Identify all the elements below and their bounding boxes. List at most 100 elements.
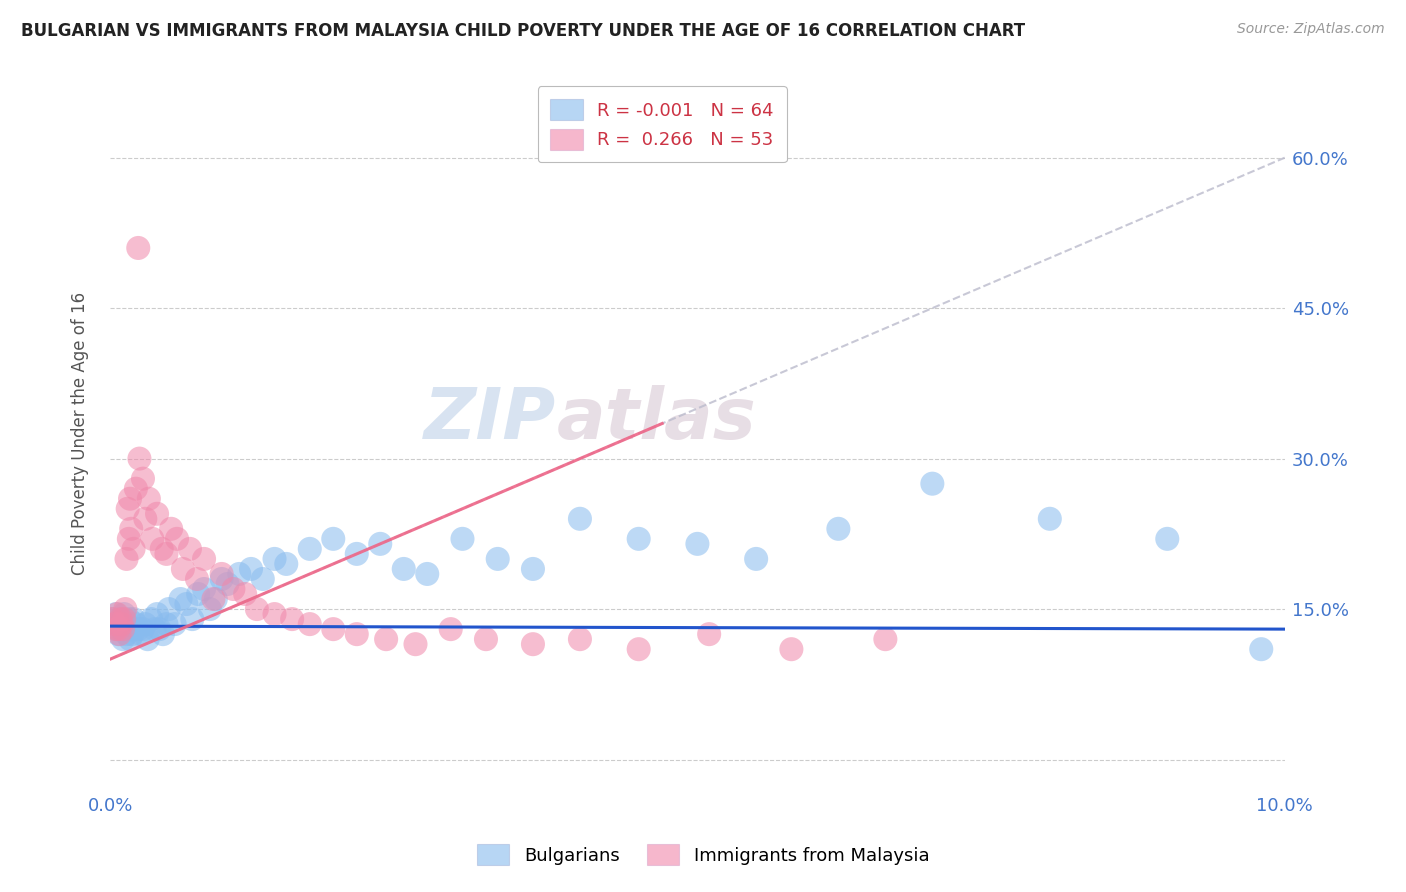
Point [125,617,148,632]
Point [298,541,321,556]
Point [181,612,204,626]
Point [827,522,849,536]
Point [1250,642,1272,657]
Point [486,552,509,566]
Point [405,637,427,651]
Point [117,622,139,636]
Point [346,547,368,561]
Text: Source: ZipAtlas.com: Source: ZipAtlas.com [1237,22,1385,37]
Point [121,627,143,641]
Point [125,482,148,496]
Point [211,572,233,586]
Point [451,532,474,546]
Point [186,572,208,586]
Point [118,612,141,626]
Point [127,241,149,255]
Point [875,632,897,647]
Point [127,622,149,636]
Point [193,582,215,596]
Point [176,597,198,611]
Point [146,607,169,621]
Point [1156,532,1178,546]
Legend: Bulgarians, Immigrants from Malaysia: Bulgarians, Immigrants from Malaysia [468,835,938,874]
Point [115,627,138,641]
Point [627,532,650,546]
Point [228,566,250,581]
Point [155,547,177,561]
Point [263,607,285,621]
Point [921,476,943,491]
Point [136,632,159,647]
Point [169,592,191,607]
Point [152,627,174,641]
Point [118,491,141,506]
Point [1039,512,1062,526]
Text: ZIP: ZIP [425,384,557,454]
Point [117,501,139,516]
Point [107,622,129,636]
Point [128,451,150,466]
Point [322,622,344,636]
Point [118,532,141,546]
Point [522,637,544,651]
Point [134,512,156,526]
Point [111,622,134,636]
Point [263,552,285,566]
Point [114,617,136,632]
Point [134,617,156,632]
Point [150,541,173,556]
Point [568,512,591,526]
Point [627,642,650,657]
Point [416,566,439,581]
Point [110,612,132,626]
Y-axis label: Child Poverty Under the Age of 16: Child Poverty Under the Age of 16 [72,292,89,575]
Point [120,622,142,636]
Point [141,532,163,546]
Point [118,632,141,647]
Point [160,522,183,536]
Point [155,617,177,632]
Point [240,562,263,576]
Text: atlas: atlas [557,384,756,454]
Point [568,632,591,647]
Point [346,627,368,641]
Point [132,472,155,486]
Point [246,602,269,616]
Point [115,552,138,566]
Point [281,612,304,626]
Point [138,491,160,506]
Point [101,612,124,626]
Point [104,607,127,621]
Point [141,612,163,626]
Point [322,532,344,546]
Point [276,557,298,571]
Point [202,592,225,607]
Point [686,537,709,551]
Point [368,537,391,551]
Point [198,602,221,616]
Point [148,622,170,636]
Point [298,617,321,632]
Point [440,622,463,636]
Point [222,582,245,596]
Point [233,587,256,601]
Point [104,617,127,632]
Point [745,552,768,566]
Point [172,562,194,576]
Point [122,612,145,626]
Point [163,617,186,632]
Point [392,562,415,576]
Point [780,642,803,657]
Point [475,632,498,647]
Point [110,612,132,626]
Point [105,622,128,636]
Legend: R = -0.001   N = 64, R =  0.266   N = 53: R = -0.001 N = 64, R = 0.266 N = 53 [538,87,786,162]
Point [114,602,136,616]
Point [132,622,155,636]
Point [111,632,134,647]
Point [522,562,544,576]
Point [217,577,239,591]
Point [193,552,215,566]
Point [252,572,274,586]
Point [204,592,226,607]
